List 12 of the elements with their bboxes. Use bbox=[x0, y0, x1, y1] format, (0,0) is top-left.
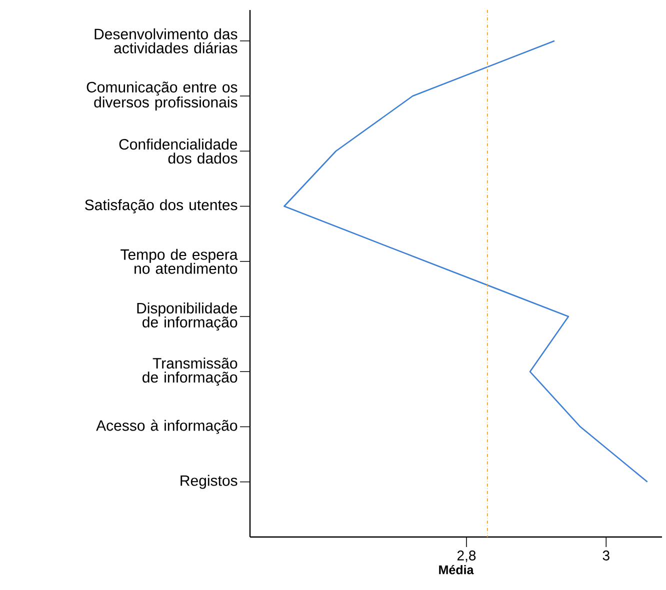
x-tick-label: 3 bbox=[602, 550, 610, 560]
y-tick-label: Confidencialidade dos dados bbox=[119, 138, 238, 164]
y-tick-label: Comunicação entre os diversos profissionais bbox=[86, 81, 238, 111]
y-tick-label: Registos bbox=[180, 474, 238, 489]
y-tick-label: Disponibilidade de informação bbox=[137, 302, 238, 331]
x-axis-title: Média bbox=[439, 564, 474, 574]
y-tick-label: Desenvolvimento das actividades diárias bbox=[94, 28, 238, 54]
y-tick-label: Satisfação dos utentes bbox=[85, 199, 238, 214]
y-tick-label: Tempo de espera no atendimento bbox=[120, 248, 238, 274]
y-tick-label: Transmissão de informação bbox=[142, 358, 238, 386]
y-tick-label: Acesso à informação bbox=[96, 420, 238, 434]
x-tick-label: 2,8 bbox=[457, 550, 476, 562]
